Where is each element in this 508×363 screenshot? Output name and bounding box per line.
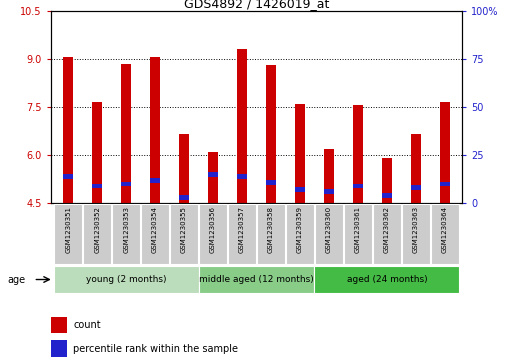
Bar [63, 57, 73, 203]
Bar [353, 106, 363, 203]
Text: GSM1230356: GSM1230356 [210, 206, 216, 253]
Bar [208, 152, 218, 203]
Bar [440, 182, 450, 187]
Text: GSM1230353: GSM1230353 [123, 206, 129, 253]
FancyBboxPatch shape [228, 204, 256, 264]
Bar [353, 184, 363, 188]
Text: count: count [74, 321, 101, 330]
Bar [411, 134, 421, 203]
Text: GSM1230358: GSM1230358 [268, 206, 274, 253]
Bar [440, 102, 450, 203]
Bar [179, 195, 189, 200]
Bar [382, 193, 392, 198]
FancyBboxPatch shape [315, 204, 343, 264]
Text: young (2 months): young (2 months) [86, 275, 167, 284]
Bar [150, 178, 160, 183]
Bar [324, 189, 334, 194]
Bar [63, 174, 73, 179]
Bar [92, 102, 102, 203]
FancyBboxPatch shape [286, 204, 314, 264]
Text: GSM1230355: GSM1230355 [181, 206, 187, 253]
Text: GSM1230351: GSM1230351 [65, 206, 71, 253]
Text: GSM1230363: GSM1230363 [413, 206, 419, 253]
Bar [237, 174, 247, 179]
Text: GSM1230359: GSM1230359 [297, 206, 303, 253]
Text: GSM1230362: GSM1230362 [384, 206, 390, 253]
Bar [382, 158, 392, 203]
Bar [51, 317, 67, 333]
Bar [266, 65, 276, 203]
FancyBboxPatch shape [54, 204, 82, 264]
Bar [295, 104, 305, 203]
Bar [208, 172, 218, 177]
Bar [121, 64, 131, 203]
Text: GSM1230361: GSM1230361 [355, 206, 361, 253]
Bar [179, 134, 189, 203]
Bar [92, 184, 102, 188]
Bar [411, 185, 421, 190]
FancyBboxPatch shape [199, 204, 227, 264]
FancyBboxPatch shape [199, 266, 314, 293]
FancyBboxPatch shape [344, 204, 372, 264]
Text: GSM1230357: GSM1230357 [239, 206, 245, 253]
Bar [324, 149, 334, 203]
Text: aged (24 months): aged (24 months) [346, 275, 427, 284]
FancyBboxPatch shape [170, 204, 198, 264]
Bar [121, 182, 131, 187]
FancyBboxPatch shape [431, 204, 459, 264]
Text: age: age [8, 274, 26, 285]
FancyBboxPatch shape [141, 204, 169, 264]
Text: middle aged (12 months): middle aged (12 months) [199, 275, 314, 284]
FancyBboxPatch shape [112, 204, 140, 264]
Title: GDS4892 / 1426019_at: GDS4892 / 1426019_at [184, 0, 329, 10]
FancyBboxPatch shape [402, 204, 430, 264]
Text: GSM1230352: GSM1230352 [94, 206, 100, 253]
Text: percentile rank within the sample: percentile rank within the sample [74, 344, 238, 354]
FancyBboxPatch shape [54, 266, 199, 293]
Text: GSM1230354: GSM1230354 [152, 206, 158, 253]
FancyBboxPatch shape [314, 266, 459, 293]
Bar [150, 57, 160, 203]
Bar [266, 180, 276, 184]
FancyBboxPatch shape [257, 204, 285, 264]
Bar [237, 49, 247, 203]
FancyBboxPatch shape [373, 204, 401, 264]
Bar [295, 187, 305, 192]
FancyBboxPatch shape [83, 204, 111, 264]
Bar [51, 340, 67, 357]
Text: GSM1230360: GSM1230360 [326, 206, 332, 253]
Text: GSM1230364: GSM1230364 [442, 206, 448, 253]
